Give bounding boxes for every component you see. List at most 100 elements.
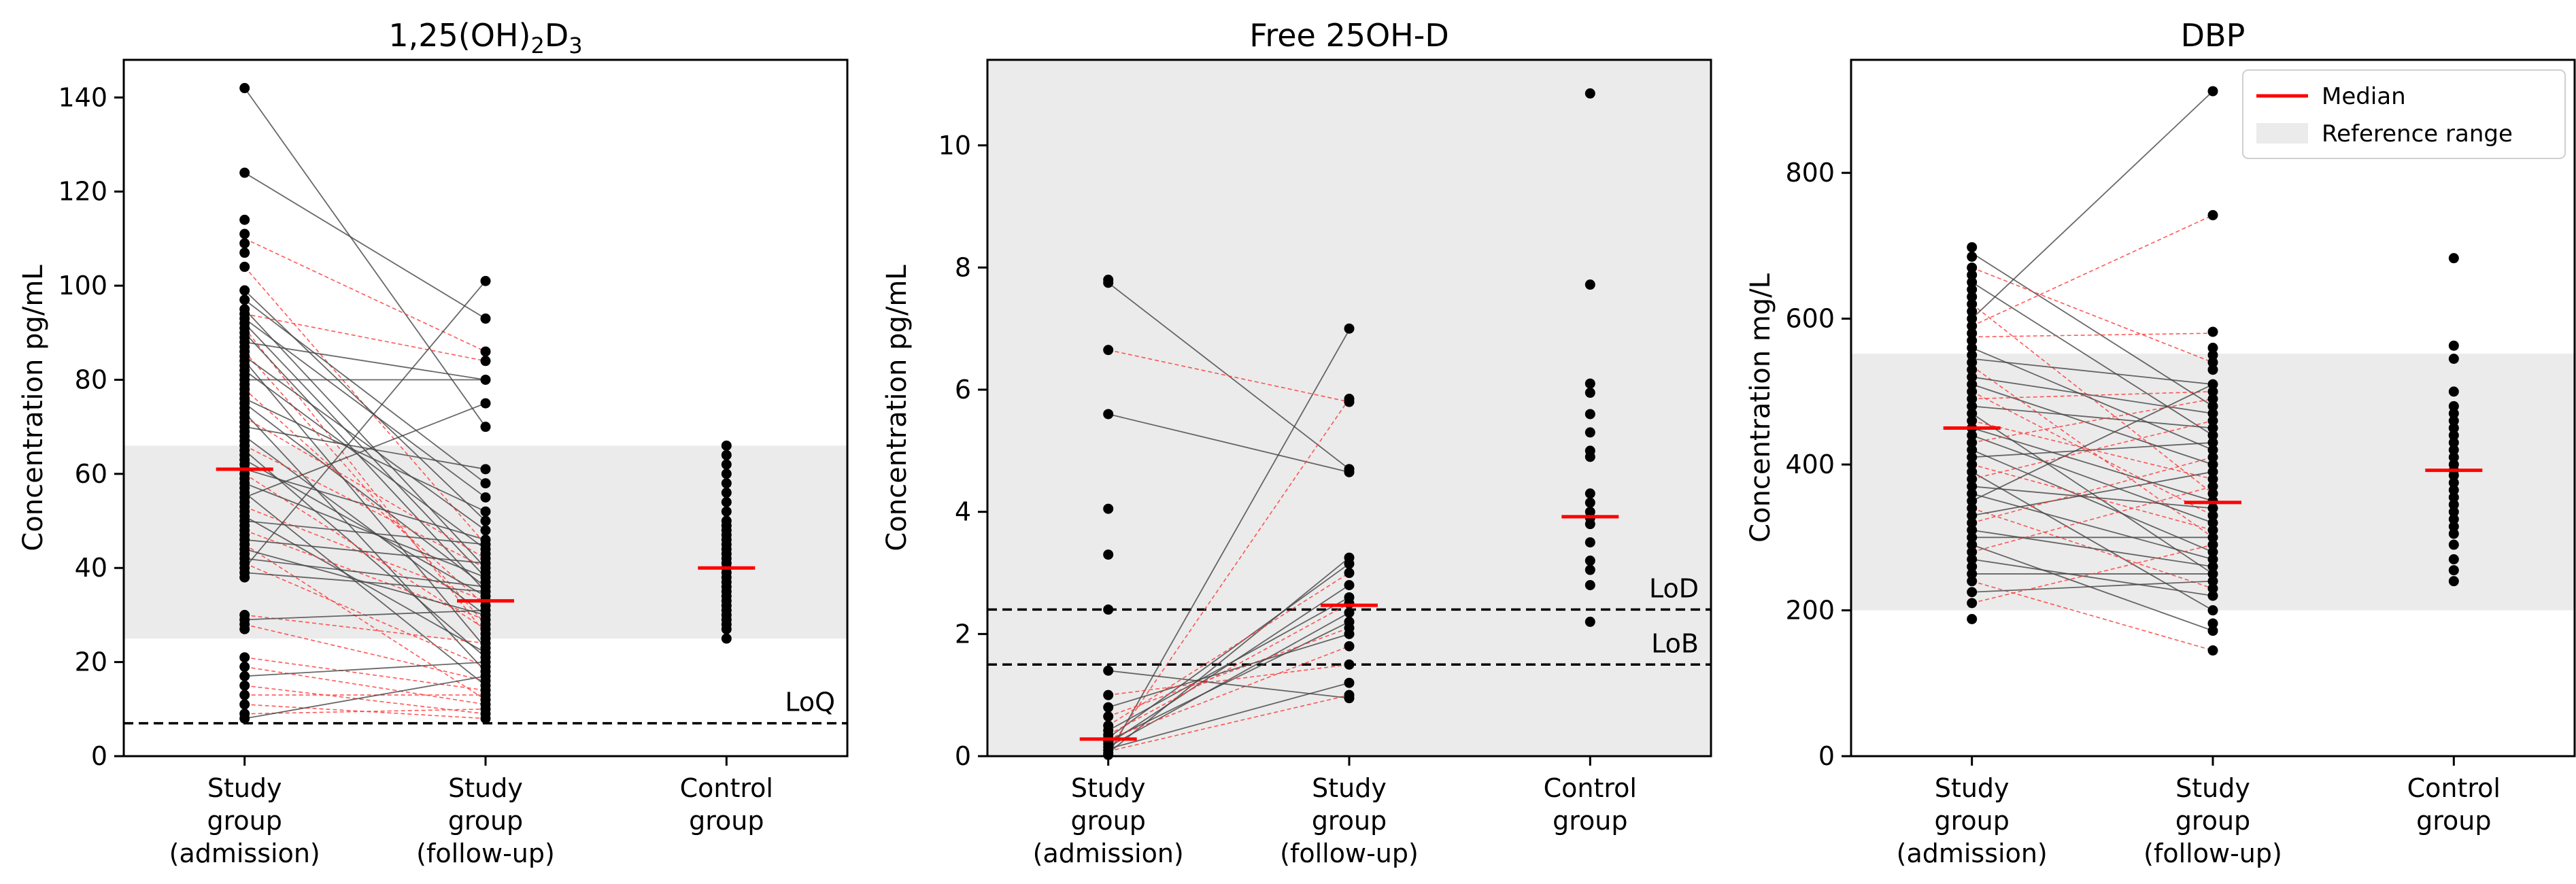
data-point-group-3 (721, 633, 732, 644)
data-point-group-1 (1967, 503, 1978, 513)
x-tick-label: Control (680, 773, 773, 803)
legend-box (2242, 69, 2566, 159)
paired-line-gray (244, 172, 486, 320)
data-point-group-2 (2207, 445, 2218, 456)
data-point-group-3 (2448, 514, 2459, 525)
data-point-group-1 (1967, 459, 1978, 470)
data-point-group-3 (721, 469, 732, 479)
paired-line-gray (244, 675, 486, 719)
data-point-group-1 (1967, 357, 1978, 368)
paired-line-gray (244, 661, 486, 677)
data-point-group-1 (1103, 690, 1114, 700)
paired-line-gray (244, 341, 486, 381)
data-point-group-1 (1967, 364, 1978, 375)
paired-line-gray (1971, 471, 2214, 611)
paired-line-gray (244, 369, 486, 550)
paired-line-red (1971, 420, 2214, 480)
y-tick-label: 60 (75, 459, 107, 489)
data-point-group-1 (239, 238, 250, 249)
data-point-group-1 (1967, 394, 1978, 405)
data-point-group-2 (2207, 645, 2218, 656)
data-point-group-3 (721, 488, 732, 498)
data-point-group-3 (1584, 537, 1595, 548)
data-point-group-1 (1967, 335, 1978, 346)
data-point-group-1 (1967, 415, 1978, 426)
data-point-group-2 (2207, 466, 2218, 477)
data-point-group-3 (2448, 576, 2459, 587)
paired-line-gray (1971, 90, 2214, 320)
title-part-sub2: 3 (569, 33, 582, 58)
data-point-group-3 (1584, 279, 1595, 290)
data-point-group-1 (1103, 549, 1114, 560)
data-point-group-1 (239, 713, 250, 724)
data-point-group-1 (1967, 539, 1978, 550)
data-point-group-1 (1967, 313, 1978, 324)
data-point-group-3 (1584, 452, 1595, 462)
data-point-group-1 (1967, 379, 1978, 390)
y-tick-label: 80 (75, 364, 107, 394)
data-point-group-2 (2207, 525, 2218, 536)
paired-line-gray (244, 515, 486, 653)
x-tick-label: Study (1071, 773, 1146, 803)
paired-line-gray (1971, 486, 2214, 509)
paired-line-gray (244, 609, 486, 621)
paired-line-gray (1971, 449, 2214, 553)
paired-line-gray (1971, 471, 2214, 517)
data-point-group-1 (1967, 242, 1978, 253)
data-point-group-1 (1967, 371, 1978, 382)
data-point-group-2 (1344, 598, 1355, 609)
paired-line-gray (1971, 558, 2214, 596)
data-point-group-1 (1967, 554, 1978, 564)
panel-2: LoDLoB0246810Studygroup(admission)Studyg… (881, 17, 1712, 868)
y-tick-label: 10 (938, 131, 971, 160)
data-point-group-3 (2448, 415, 2459, 426)
paired-line-gray (244, 398, 486, 513)
data-point-group-1 (239, 285, 250, 296)
paired-line-red (1971, 486, 2214, 553)
paired-line-red (1971, 391, 2214, 400)
paired-line-red (1971, 391, 2214, 516)
paired-line-red (244, 624, 486, 682)
paired-line-red (244, 445, 486, 568)
data-point-group-2 (2207, 437, 2218, 448)
legend-label-median: Median (2322, 83, 2406, 110)
paired-line-gray (1108, 670, 1350, 699)
paired-line-red (1108, 645, 1350, 740)
data-point-group-2 (2207, 561, 2218, 572)
data-point-group-3 (2448, 528, 2459, 539)
x-tick-label: Study (448, 773, 523, 803)
data-point-group-2 (1344, 607, 1355, 618)
data-point-group-1 (1967, 350, 1978, 360)
x-tick-label: group (2175, 806, 2250, 836)
data-point-group-2 (480, 374, 491, 385)
paired-line-gray (244, 299, 486, 484)
data-point-group-1 (1967, 547, 1978, 558)
data-point-group-3 (721, 440, 732, 451)
y-tick-label: 100 (58, 271, 107, 301)
data-point-group-1 (1967, 262, 1978, 273)
data-point-group-2 (2207, 481, 2218, 492)
data-point-group-2 (2207, 532, 2218, 543)
panel-1: LoQ020406080100120140Studygroup(admissio… (18, 17, 849, 868)
y-tick-label: 400 (1785, 449, 1835, 479)
paired-line-gray (1971, 405, 2214, 429)
panel-3: 0200400600800Studygroup(admission)Studyg… (1745, 17, 2576, 868)
data-point-group-1 (1103, 604, 1114, 615)
data-point-group-1 (1967, 430, 1978, 441)
x-tick-label: group (1312, 806, 1387, 836)
data-point-group-2 (480, 422, 491, 432)
data-point-group-1 (1967, 561, 1978, 572)
y-tick-label: 40 (75, 553, 107, 583)
data-point-group-1 (1967, 496, 1978, 507)
paired-line-gray (244, 459, 486, 597)
data-point-group-1 (1103, 702, 1114, 713)
data-point-group-3 (2448, 401, 2459, 411)
data-point-group-3 (1584, 488, 1595, 499)
data-point-group-3 (2448, 477, 2459, 488)
data-point-group-1 (1967, 269, 1978, 280)
y-axis-label: Concentration pg/mL (18, 265, 49, 551)
data-point-group-1 (1967, 445, 1978, 456)
data-point-group-2 (2207, 626, 2218, 636)
legend: Median Reference range (2242, 69, 2566, 159)
paired-line-red (244, 327, 486, 634)
